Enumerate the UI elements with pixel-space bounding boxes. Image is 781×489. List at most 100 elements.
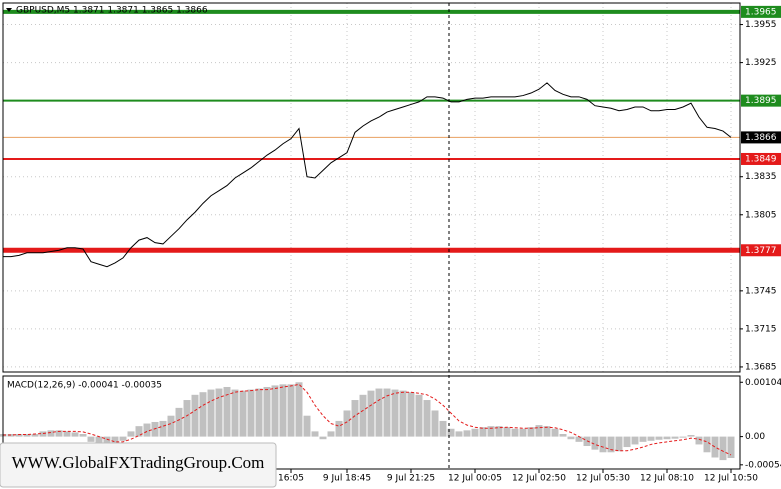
histogram-bar [311, 431, 319, 437]
histogram-bar [463, 430, 471, 437]
histogram-bar [287, 384, 295, 437]
histogram-bar [111, 436, 119, 445]
histogram-bar [71, 432, 79, 437]
histogram-bar [367, 390, 375, 437]
price-pane-border [2, 2, 741, 373]
price-line [3, 82, 732, 268]
histogram-bar [375, 388, 383, 437]
histogram-bar [159, 420, 167, 437]
y-tick-label: 1.3835 [745, 172, 777, 182]
histogram-bar [31, 433, 39, 437]
level-label-bg [741, 244, 781, 257]
histogram-bar [231, 389, 239, 437]
histogram-bar [447, 428, 455, 437]
watermark: WWW.GlobalFXTradingGroup.Com [12, 453, 265, 472]
y-tick-label: 1.3805 [745, 210, 777, 220]
histogram-bar [191, 394, 199, 437]
histogram-bar [575, 436, 583, 442]
histogram-bar [607, 436, 615, 453]
histogram-bar [79, 433, 87, 437]
histogram-bar [695, 436, 703, 445]
histogram-bar [359, 394, 367, 437]
histogram-bar [215, 388, 223, 437]
histogram-bar [407, 392, 415, 437]
x-tick-label: 9 Jul 21:25 [387, 474, 435, 484]
histogram-bar [439, 420, 447, 437]
histogram-bar [559, 433, 567, 437]
histogram-bar [47, 430, 55, 437]
histogram-bar [615, 436, 623, 452]
histogram-bar [495, 426, 503, 437]
histogram-bar [423, 400, 431, 437]
histogram-bar [663, 436, 671, 440]
y-tick-label: 0.00104 [745, 378, 781, 388]
histogram-bar [679, 436, 687, 438]
histogram-bar [639, 436, 647, 442]
histogram-bar [87, 436, 95, 442]
x-tick-label: 9 Jul 18:45 [323, 474, 371, 484]
y-tick-label: 1.3955 [745, 20, 777, 30]
y-tick-label: 1.3715 [745, 324, 777, 334]
histogram-bar [279, 384, 287, 437]
histogram-bar [383, 388, 391, 437]
histogram-bar [415, 394, 423, 437]
histogram-bar [223, 386, 231, 437]
histogram-bar [527, 427, 535, 437]
histogram-bar [431, 410, 439, 437]
histogram-bar [103, 436, 111, 447]
level-label: 1.3965 [745, 7, 777, 17]
x-tick-label: 12 Jul 05:30 [576, 474, 630, 484]
level-label: 1.3866 [745, 133, 777, 143]
histogram-bar [655, 436, 663, 440]
y-tick-label: 1.3745 [745, 286, 777, 296]
x-tick-label: 12 Jul 02:50 [512, 474, 566, 484]
histogram-bar [63, 431, 71, 437]
x-tick-label: 12 Jul 00:05 [448, 474, 502, 484]
histogram-bar [687, 435, 695, 437]
histogram-bar [703, 436, 711, 453]
histogram-bar [591, 436, 599, 450]
histogram-bar [15, 433, 23, 437]
histogram-bar [239, 390, 247, 437]
histogram-bar [39, 431, 47, 437]
histogram-bar [255, 388, 263, 437]
y-tick-label: 0.00 [745, 432, 765, 442]
histogram-bar [263, 386, 271, 437]
histogram-bar [167, 415, 175, 437]
histogram-bar [399, 390, 407, 437]
histogram-bar [623, 436, 631, 448]
histogram-bar [23, 433, 31, 437]
histogram-bar [647, 436, 655, 441]
histogram-bar [543, 426, 551, 437]
histogram-bar [343, 410, 351, 437]
histogram-bar [711, 436, 719, 458]
watermark-box [0, 442, 277, 488]
histogram-bar [295, 382, 303, 437]
histogram-bar [503, 427, 511, 437]
x-tick-label: 12 Jul 08:10 [640, 474, 694, 484]
level-label-bg [741, 5, 781, 18]
histogram-bar [391, 389, 399, 437]
level-label: 1.3777 [745, 246, 777, 256]
histogram-bar [199, 392, 207, 437]
y-tick-label: 1.3925 [745, 58, 777, 68]
level-label: 1.3849 [745, 154, 777, 164]
level-label-bg [741, 152, 781, 165]
histogram-bar [511, 428, 519, 437]
plot-area [3, 3, 740, 372]
histogram-bar [455, 431, 463, 437]
histogram-bar [303, 415, 311, 437]
histogram-bar [143, 423, 151, 437]
histogram-bar [487, 426, 495, 437]
menu-arrow[interactable] [6, 8, 12, 12]
histogram-bar [479, 427, 487, 437]
histogram-bar [599, 436, 607, 453]
histogram-bar [519, 428, 527, 437]
histogram-bar [671, 436, 679, 439]
histogram-bar [727, 436, 735, 459]
macd-pane-border [2, 375, 741, 470]
histogram-bar [175, 407, 183, 437]
histogram-bar [207, 389, 215, 437]
y-tick-label: 1.3685 [745, 362, 777, 372]
